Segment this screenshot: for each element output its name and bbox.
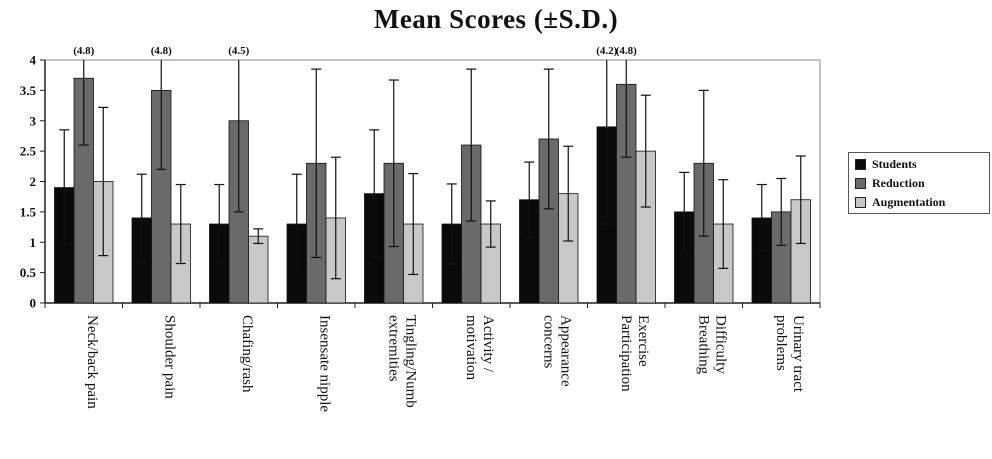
y-tick-label: 2.5 xyxy=(20,144,37,159)
bar-augmentation xyxy=(248,235,269,304)
annotation-label: (4.8) xyxy=(616,45,637,57)
legend-swatch-students xyxy=(855,158,866,170)
y-tick-label: 1 xyxy=(30,235,37,250)
annotation-label: (4.2) xyxy=(596,45,617,57)
x-category-label: Difficulty xyxy=(712,315,728,374)
legend-swatch-reduction xyxy=(855,177,866,189)
legend: Students Reduction Augmentation xyxy=(848,152,990,214)
x-category-label: Chafing/rash xyxy=(239,315,255,393)
x-category-label: extremities xyxy=(385,315,401,382)
legend-item-augmentation: Augmentation xyxy=(855,195,945,209)
legend-label-augmentation: Augmentation xyxy=(872,194,946,209)
x-category-label: Appearance xyxy=(557,315,573,387)
y-tick-label: 3 xyxy=(30,113,37,128)
y-tick-label: 0 xyxy=(30,296,37,311)
legend-item-students: Students xyxy=(855,157,917,171)
annotation-label: (4.5) xyxy=(228,45,249,57)
legend-label-students: Students xyxy=(872,156,917,171)
y-tick-label: 0.5 xyxy=(20,265,37,280)
legend-label-reduction: Reduction xyxy=(872,175,925,190)
x-category-label: concerns xyxy=(540,315,556,368)
chart-title: Mean Scores (±S.D.) xyxy=(373,4,619,34)
x-category-label: Participation xyxy=(618,315,634,392)
legend-item-reduction: Reduction xyxy=(855,176,925,190)
x-category-label: Tingling/Numb xyxy=(402,315,418,408)
x-category-label: Neck/back pain xyxy=(84,315,100,409)
x-category-label: motivation xyxy=(463,315,479,380)
y-tick-label: 3.5 xyxy=(20,83,37,98)
legend-swatch-augmentation xyxy=(855,196,866,208)
x-category-label: Breathing xyxy=(695,315,711,375)
y-tick-label: 1.5 xyxy=(20,204,37,219)
x-category-label: Shoulder pain xyxy=(161,315,177,399)
x-category-label: Exercise xyxy=(635,315,651,367)
x-category-label: Insensate nipple xyxy=(316,315,332,412)
annotation-label: (4.8) xyxy=(73,45,94,57)
y-tick-label: 4 xyxy=(30,53,37,68)
x-category-label: Urinary tract xyxy=(790,315,806,393)
y-tick-label: 2 xyxy=(30,174,37,189)
annotation-label: (4.8) xyxy=(151,45,172,57)
x-category-label: Activity / xyxy=(480,315,496,373)
x-category-label: problems xyxy=(773,315,789,371)
